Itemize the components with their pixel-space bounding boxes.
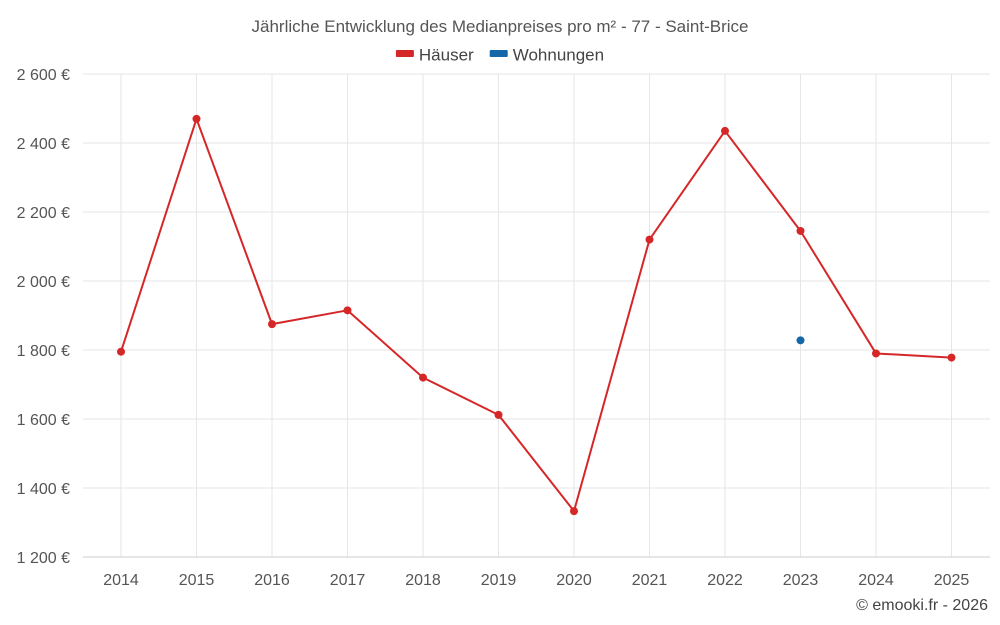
x-tick-label: 2017 xyxy=(330,572,366,589)
legend-swatch xyxy=(395,50,414,57)
series-0-point xyxy=(796,226,805,235)
credit-text: © emooki.fr - 2026 xyxy=(856,597,988,614)
y-tick-label: 2 000 € xyxy=(17,274,70,291)
series-0-point xyxy=(268,320,276,329)
axes: 1 200 € 1 400 € 1 600 € 1 800 € 2 000 € 2 200… xyxy=(17,67,990,589)
legend: Häuser Wohnungen xyxy=(395,45,604,64)
y-tick-label: 2 200 € xyxy=(17,205,70,222)
x-tick-label: 2014 xyxy=(103,572,139,589)
x-tick-label: 2018 xyxy=(405,572,441,589)
series-0-line xyxy=(120,117,952,513)
series-0-point xyxy=(192,114,201,123)
series-0-point xyxy=(645,235,654,244)
legend-item: Häuser xyxy=(395,45,474,64)
grid xyxy=(83,73,990,558)
x-tick-label: 2016 xyxy=(254,572,290,589)
chart-title: Jährliche Entwicklung des Medianpreises … xyxy=(252,17,749,36)
x-tick-label: 2020 xyxy=(556,572,592,589)
y-tick-label: 1 400 € xyxy=(17,481,70,498)
series-0-point xyxy=(343,306,352,315)
series-0-point xyxy=(117,347,125,356)
legend-label: Wohnungen xyxy=(513,45,604,64)
series-1-point xyxy=(796,336,805,345)
series-0-point xyxy=(721,126,729,135)
x-tick-label: 2021 xyxy=(632,572,668,589)
y-tick-label: 2 600 € xyxy=(17,67,70,84)
y-tick-label: 1 600 € xyxy=(17,412,70,429)
series xyxy=(117,114,956,516)
series-0-point xyxy=(419,373,427,382)
series-0-point xyxy=(947,353,956,362)
legend-label: Häuser xyxy=(419,45,474,64)
y-tick-label: 2 400 € xyxy=(17,136,70,153)
y-tick-label: 1 200 € xyxy=(17,550,70,567)
y-tick-label: 1 800 € xyxy=(17,343,70,360)
legend-item: Wohnungen xyxy=(489,45,604,64)
series-0-point xyxy=(494,410,503,419)
x-tick-label: 2024 xyxy=(858,572,894,589)
legend-swatch xyxy=(489,50,508,57)
series-0-point xyxy=(872,349,880,358)
x-tick-label: 2023 xyxy=(783,572,819,589)
x-tick-label: 2015 xyxy=(179,572,215,589)
x-tick-label: 2022 xyxy=(707,572,743,589)
x-tick-label: 2019 xyxy=(481,572,517,589)
series-0-point xyxy=(570,507,578,516)
x-tick-label: 2025 xyxy=(934,572,970,589)
